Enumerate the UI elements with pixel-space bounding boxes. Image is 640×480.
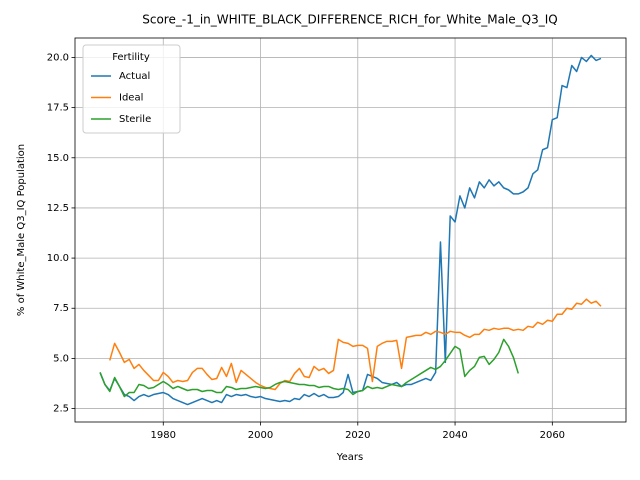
y-tick-label: 2.5	[53, 404, 69, 415]
line-series	[109, 298, 602, 391]
legend-label: Ideal	[119, 93, 143, 104]
line-series	[99, 54, 602, 406]
y-tick-label: 15.0	[47, 153, 69, 164]
y-tick-label: 12.5	[47, 203, 69, 214]
legend-label: Sterile	[119, 114, 151, 125]
line-series	[99, 338, 519, 398]
y-axis-label: % of White_Male Q3_IQ Population	[16, 144, 27, 316]
x-tick-label: 2060	[540, 430, 565, 441]
legend-box	[82, 44, 181, 134]
x-tick-label: 2020	[345, 430, 370, 441]
x-tick-label: 2000	[248, 430, 273, 441]
x-tick-label: 2040	[442, 430, 467, 441]
y-tick-label: 17.5	[47, 103, 69, 114]
y-tick-label: 10.0	[47, 253, 69, 264]
y-tick-label: 20.0	[47, 52, 69, 63]
legend: Fertility Actual Ideal Sterile	[82, 44, 181, 134]
x-axis-label: Years	[336, 452, 363, 463]
y-tick-label: 5.0	[53, 353, 69, 364]
legend-label: Actual	[119, 71, 150, 82]
chart-title: Score_-1_in_WHITE_BLACK_DIFFERENCE_RICH_…	[142, 13, 557, 27]
y-tick-label: 7.5	[53, 303, 69, 314]
x-tick-label: 1980	[151, 430, 176, 441]
legend-title: Fertility	[112, 52, 150, 63]
axes-frame	[74, 37, 627, 423]
